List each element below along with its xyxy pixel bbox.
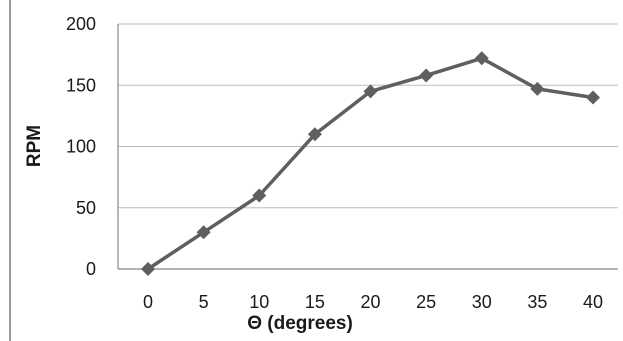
- data-point: [586, 90, 600, 105]
- y-tick-label: 100: [66, 137, 96, 157]
- x-tick-label: 35: [527, 292, 547, 312]
- series-layer: [141, 51, 600, 276]
- data-point: [196, 225, 211, 240]
- data-point: [252, 188, 267, 203]
- data-point: [474, 51, 489, 66]
- x-tick-label: 25: [416, 292, 436, 312]
- gridlines: [118, 23, 618, 209]
- y-axis-label: RPM: [24, 125, 45, 167]
- y-tick-label: 150: [66, 75, 96, 95]
- x-tick-label: 20: [360, 292, 380, 312]
- data-point: [307, 127, 322, 142]
- y-tick-label: 0: [86, 259, 96, 279]
- data-point: [419, 68, 434, 83]
- data-point: [530, 81, 545, 96]
- x-tick-label: 5: [199, 292, 209, 312]
- x-axis-label: Θ (degrees): [247, 313, 353, 334]
- x-tick-label: 10: [249, 292, 269, 312]
- x-tick-label: 30: [472, 292, 492, 312]
- data-point: [363, 84, 378, 99]
- x-tick-labels: 0 5 10 15 20 25 30 35 40: [143, 292, 603, 312]
- y-tick-label: 50: [76, 198, 96, 218]
- x-tick-label: 40: [583, 292, 603, 312]
- y-tick-labels: 0 50 100 150 200: [66, 14, 96, 279]
- x-tick-label: 15: [305, 292, 325, 312]
- data-point: [141, 262, 155, 276]
- x-tick-label: 0: [143, 292, 153, 312]
- axes: [117, 24, 618, 270]
- y-tick-label: 200: [66, 14, 96, 34]
